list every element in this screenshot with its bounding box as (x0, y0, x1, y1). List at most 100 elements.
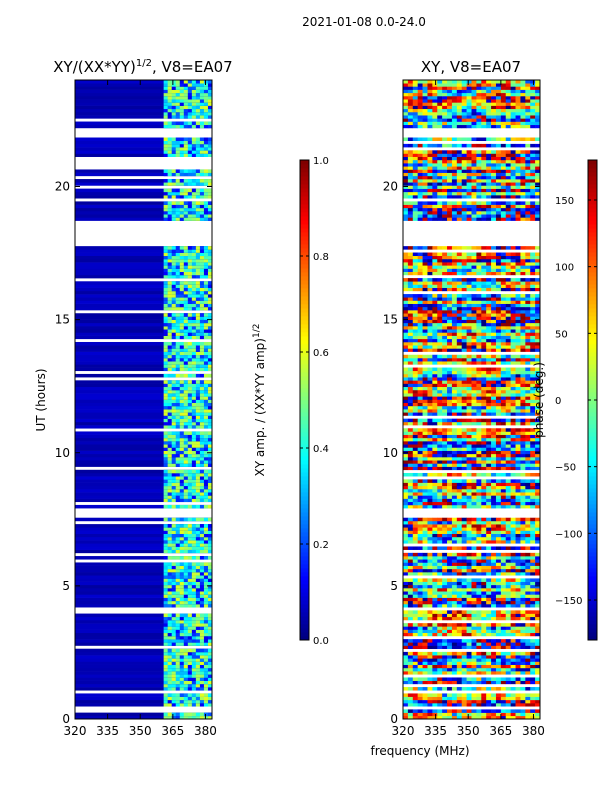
left-heatmap-cell (175, 102, 181, 106)
right-heatmap-cell (491, 377, 497, 381)
left-heatmap-cell (171, 581, 177, 586)
right-heatmap-cell (495, 613, 502, 618)
left-heatmap-row (75, 536, 212, 541)
left-heatmap-cell (191, 683, 197, 688)
right-heatmap-cell (451, 393, 458, 397)
right-heatmap-cell (530, 578, 536, 582)
right-heatmap-cell (525, 495, 531, 499)
left-heatmap-cell (163, 172, 168, 177)
right-heatmap-cell (515, 591, 521, 595)
right-heatmap-cell (505, 428, 511, 432)
right-heatmap-cell (515, 453, 521, 458)
right-heatmap-cell (491, 383, 497, 388)
right-heatmap-cell (451, 495, 458, 499)
left-heatmap-row (75, 95, 212, 100)
left-heatmap-cell (203, 258, 209, 263)
left-heatmap-cell (183, 591, 189, 595)
right-heatmap-cell (510, 568, 516, 573)
right-heatmap-cell (500, 428, 507, 432)
left-heatmap-row (75, 616, 212, 621)
right-heatmap-cell (535, 338, 541, 343)
right-heatmap-cell (471, 667, 477, 672)
left-heatmap-cell (163, 556, 168, 560)
left-heatmap-row (75, 367, 212, 372)
right-heatmap-cell (422, 399, 428, 403)
right-heatmap-cell (515, 326, 521, 330)
right-heatmap-cell (427, 341, 433, 346)
right-heatmap-cell (486, 402, 492, 407)
right-heatmap-cell (535, 466, 541, 471)
left-heatmap-cell (179, 651, 185, 656)
right-heatmap-cell (530, 552, 536, 557)
right-heatmap-cell (530, 492, 536, 496)
left-heatmap-cell (171, 290, 177, 295)
right-heatmap-cell (495, 441, 502, 445)
right-heatmap-cell (442, 335, 448, 340)
right-heatmap-cell (447, 466, 453, 471)
left-heatmap-cell (199, 105, 205, 110)
left-heatmap-cell (187, 140, 193, 145)
left-heatmap-cell (175, 463, 181, 467)
right-heatmap-cell (456, 332, 463, 336)
right-heatmap-cell (525, 632, 531, 637)
right-heatmap-cell (407, 345, 414, 349)
right-heatmap-cell (500, 591, 507, 595)
right-heatmap-cell (447, 492, 453, 496)
right-heatmap-cell (476, 677, 482, 681)
left-heatmap-cell (163, 297, 168, 301)
right-heatmap-cell (466, 540, 472, 544)
right-heatmap-cell (442, 645, 448, 650)
left-heatmap-cell (175, 651, 181, 656)
right-heatmap-cell (437, 370, 443, 375)
left-heatmap-row (75, 326, 212, 330)
right-heatmap-cell (525, 482, 531, 487)
right-heatmap-cell (515, 527, 521, 531)
left-heatmap-cell (207, 619, 213, 624)
left-heatmap-cell (195, 600, 201, 605)
left-heatmap-cell (191, 575, 197, 579)
right-heatmap-cell (422, 639, 428, 643)
left-heatmap-cell (191, 396, 197, 400)
right-heatmap-cell (461, 389, 467, 394)
right-heatmap-cell (437, 335, 443, 340)
right-heatmap-cell (505, 460, 511, 464)
right-heatmap-cell (437, 501, 443, 506)
right-heatmap-cell (447, 581, 453, 586)
left-heatmap-cell (195, 172, 201, 177)
right-heatmap-cell (432, 565, 438, 570)
left-heatmap-cell (163, 262, 168, 266)
left-heatmap-cell (199, 540, 205, 544)
right-heatmap-cell (510, 335, 516, 340)
right-heatmap-cell (461, 412, 467, 416)
left-heatmap-cell (171, 124, 177, 129)
right-heatmap-cell (525, 450, 531, 455)
left-heatmap-cell (203, 517, 209, 522)
left-heatmap-cell (171, 447, 177, 451)
right-heatmap-cell (520, 377, 526, 381)
right-heatmap-cell (495, 329, 502, 333)
left-heatmap-cell (203, 597, 209, 602)
right-heatmap-cell (417, 552, 423, 557)
right-heatmap-cell (412, 709, 418, 713)
right-heatmap-cell (530, 357, 536, 362)
right-heatmap-cell (500, 655, 507, 659)
left-heatmap-cell (163, 667, 168, 672)
left-heatmap-cell (163, 217, 168, 221)
right-heatmap-cell (535, 658, 541, 662)
right-heatmap-cell (520, 380, 526, 384)
left-heatmap-cell (163, 316, 168, 320)
right-heatmap-cell (495, 453, 502, 458)
left-heatmap-cell (171, 562, 177, 566)
left-heatmap-cell (183, 201, 189, 205)
right-heatmap-cell (510, 536, 516, 541)
left-heatmap-cell (187, 533, 193, 538)
left-heatmap-cell (175, 479, 181, 483)
right-heatmap-cell (471, 651, 477, 656)
right-heatmap-cell (437, 613, 443, 618)
right-heatmap-cell (432, 527, 438, 531)
left-heatmap-cell (199, 412, 205, 416)
right-heatmap-cell (535, 664, 541, 669)
right-heatmap-cell (535, 588, 541, 592)
right-heatmap-cell (510, 399, 516, 403)
right-heatmap-cell (505, 412, 511, 416)
